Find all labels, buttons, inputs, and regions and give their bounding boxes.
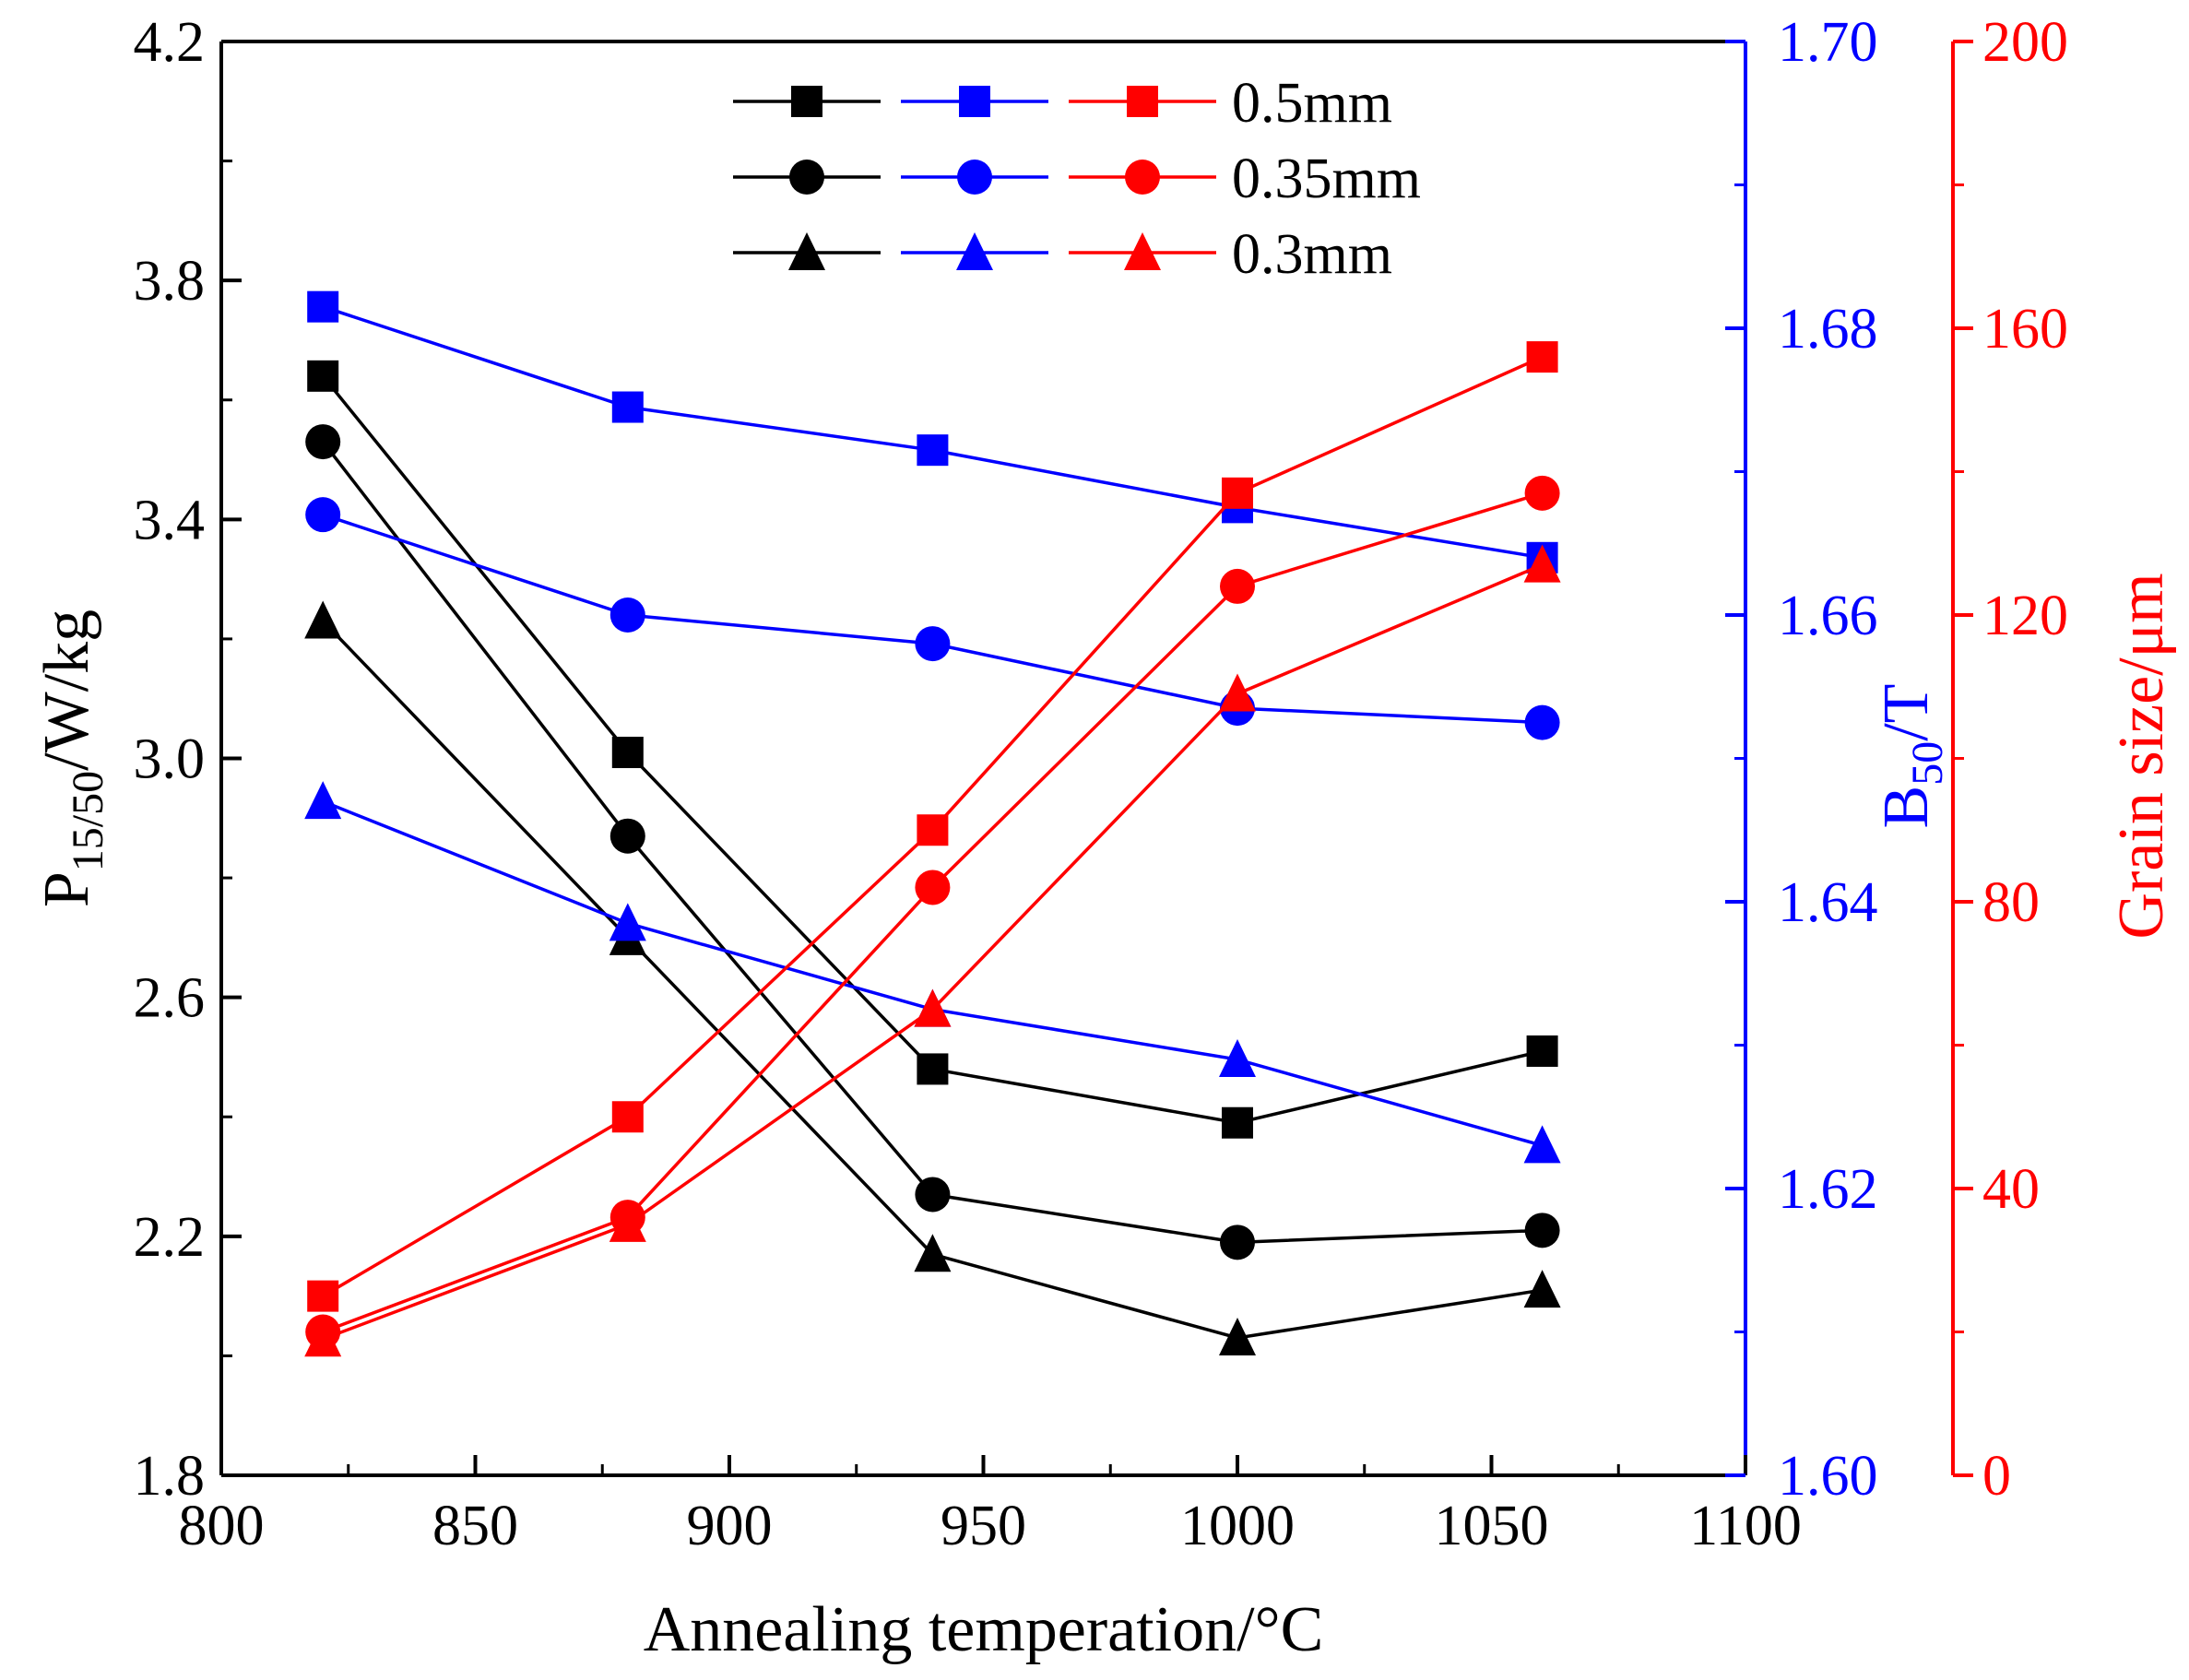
x-axis-label: Annealing temperation/°C	[644, 1594, 1324, 1665]
x-tick-label: 850	[432, 1495, 518, 1557]
y-mid-tick-label: 1.60	[1778, 1445, 1878, 1508]
data-point	[917, 814, 949, 846]
series-layer	[304, 290, 1561, 1357]
data-point	[1523, 1270, 1561, 1308]
legend-entry: 0.35mm	[733, 148, 1421, 210]
y-mid-tick-label: 1.70	[1778, 11, 1878, 74]
legend-entry: 0.3mm	[733, 223, 1392, 286]
data-point	[609, 597, 645, 633]
axes: 800 850 900 950 1000 1050 11001.82.22.63.03.43…	[134, 11, 2069, 1557]
y-mid-tick-label: 1.68	[1778, 298, 1878, 361]
data-point	[917, 434, 949, 467]
legend-label: 0.5mm	[1232, 72, 1392, 135]
y-mid-axis-label: B50/T	[1871, 684, 1952, 829]
data-point	[305, 424, 341, 460]
data-point	[1526, 1035, 1558, 1067]
data-point	[1526, 341, 1558, 373]
x-tick-label: 800	[179, 1495, 265, 1557]
x-tick-label: 950	[941, 1495, 1026, 1557]
data-point	[917, 1053, 949, 1085]
series-right-circle	[305, 475, 1560, 1350]
y-left-tick-label: 3.4	[134, 489, 206, 551]
y-left-tick-label: 3.0	[134, 728, 206, 791]
legend-marker	[956, 232, 993, 270]
data-point	[609, 1203, 646, 1242]
data-point	[307, 360, 339, 392]
y-right-tick-label: 200	[1982, 11, 2068, 74]
legend-marker	[959, 86, 990, 117]
legend: 0.5mm 0.35mm 0.3mm	[733, 72, 1421, 286]
series-left-circle	[305, 424, 1560, 1260]
data-point	[914, 988, 952, 1027]
data-point	[609, 818, 645, 854]
data-point	[1524, 475, 1560, 511]
y-left-tick-label: 2.6	[134, 967, 206, 1030]
data-point	[1524, 704, 1560, 740]
data-point	[1219, 1039, 1256, 1078]
legend-marker	[1124, 232, 1161, 270]
legend-label: 0.35mm	[1232, 148, 1421, 210]
data-point	[1222, 1106, 1253, 1139]
legend-entry: 0.5mm	[733, 72, 1392, 135]
data-point	[1219, 673, 1256, 712]
legend-label: 0.3mm	[1232, 223, 1392, 286]
series-mid-circle	[305, 497, 1560, 740]
data-point	[304, 1319, 342, 1357]
data-point	[611, 1101, 644, 1133]
legend-marker	[1127, 86, 1158, 117]
data-point	[1523, 544, 1561, 583]
y-left-tick-label: 1.8	[134, 1445, 206, 1508]
series-left-square	[307, 360, 1558, 1139]
data-point	[915, 626, 951, 662]
series-line	[322, 305, 1543, 560]
data-point	[304, 781, 342, 820]
data-point	[611, 737, 644, 769]
data-point	[915, 1177, 951, 1213]
x-tick-label: 900	[687, 1495, 773, 1557]
y-left-tick-label: 3.8	[134, 250, 206, 313]
data-point	[305, 497, 341, 533]
series-line	[322, 799, 1544, 1148]
y-left-tick-label: 2.2	[134, 1206, 206, 1269]
y-right-tick-label: 40	[1982, 1158, 2040, 1221]
data-point	[914, 1234, 952, 1272]
data-point	[307, 1280, 339, 1312]
x-tick-label: 1100	[1689, 1495, 1802, 1557]
data-point	[304, 600, 342, 639]
data-point	[1219, 1317, 1256, 1355]
legend-marker	[788, 232, 825, 270]
data-point	[915, 870, 951, 905]
legend-marker	[1125, 160, 1160, 195]
data-point	[1222, 477, 1253, 509]
x-tick-label: 1050	[1435, 1495, 1549, 1557]
y-mid-tick-label: 1.62	[1778, 1158, 1878, 1221]
y-left-tick-label: 4.2	[134, 11, 206, 74]
series-line	[322, 513, 1543, 725]
y-right-tick-label: 160	[1982, 298, 2068, 361]
data-point	[1220, 1225, 1255, 1260]
axis-labels: Annealing temperation/°C P15/50/W/kg B50/T…	[31, 573, 2177, 1665]
data-point	[611, 391, 644, 423]
legend-marker	[791, 86, 822, 117]
y-mid-tick-label: 1.64	[1778, 871, 1878, 934]
data-point	[1524, 1213, 1560, 1248]
x-tick-label: 1000	[1180, 1495, 1295, 1557]
y-mid-tick-label: 1.66	[1778, 585, 1878, 647]
series-line	[321, 620, 1543, 1340]
legend-marker	[789, 160, 824, 195]
series-right-triangle	[304, 544, 1561, 1357]
y-right-tick-label: 120	[1982, 585, 2068, 647]
y-left-axis-label: P15/50/W/kg	[31, 609, 112, 907]
y-right-tick-label: 0	[1982, 1445, 2011, 1508]
data-point	[307, 290, 339, 323]
data-point	[1220, 568, 1255, 604]
y-right-tick-label: 80	[1982, 871, 2040, 934]
y-right-axis-label: Grain size/μm	[2106, 573, 2177, 939]
legend-marker	[957, 160, 992, 195]
data-point	[1523, 1125, 1561, 1164]
data-point	[609, 903, 646, 941]
series-right-square	[307, 341, 1558, 1312]
